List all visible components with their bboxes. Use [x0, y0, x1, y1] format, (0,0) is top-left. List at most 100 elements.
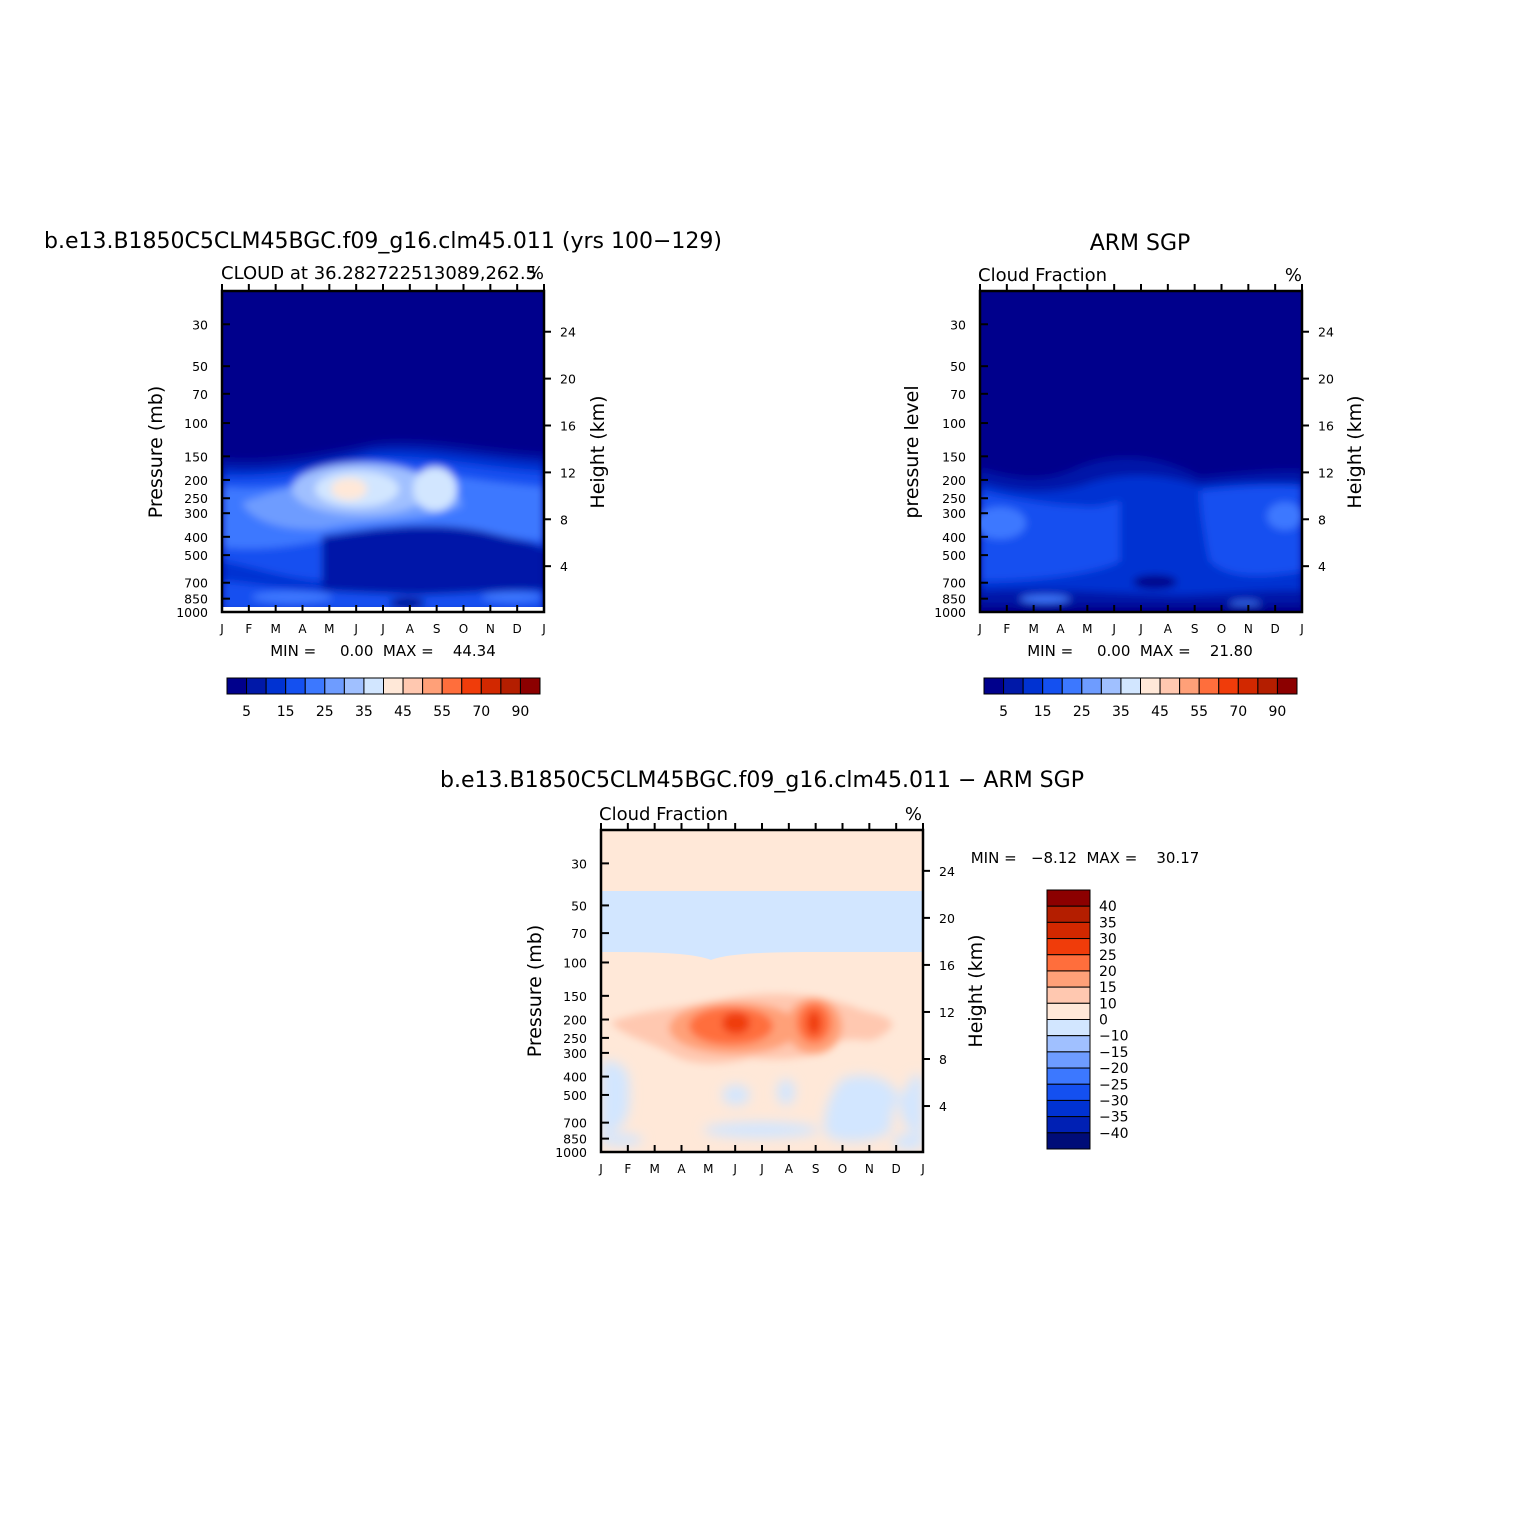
diff-title: b.e13.B1850C5CLM45BGC.f09_g16.clm45.011 … [440, 768, 1084, 793]
obs-midlevel-dark [1120, 494, 1210, 580]
model-surface-patch-2 [482, 592, 542, 602]
y-tick-label: 150 [184, 449, 208, 464]
colorbar-box [285, 677, 306, 695]
y-tick-label: 150 [942, 449, 966, 464]
colorbar-box [983, 677, 1005, 695]
y-tick-label: 850 [184, 592, 208, 607]
model-ylabel-right: Height (km) [587, 395, 609, 508]
colorbar-box [363, 677, 384, 695]
model-surface-dark [389, 598, 425, 608]
colorbar-box [1022, 677, 1044, 695]
y-tick-label: 1000 [934, 605, 966, 620]
y-tick-label: 30 [571, 856, 587, 871]
y-tick-label: 400 [942, 530, 966, 545]
y-tick-label: 1000 [176, 605, 208, 620]
y-tick-label: 70 [571, 926, 587, 941]
y-tick-label: 50 [571, 898, 587, 913]
colorbar-box [1046, 938, 1091, 956]
model-subtitle: CLOUD at 36.282722513089,262.5 [221, 263, 537, 284]
colorbar-box [1046, 921, 1091, 940]
x-tick-label: J [1111, 622, 1116, 636]
x-tick-label: N [486, 622, 495, 636]
y-tick-label: 100 [563, 955, 587, 970]
diff-low-neg-left [601, 1061, 630, 1136]
y-tick-label: 400 [184, 530, 208, 545]
diff-pos-25b [807, 1011, 821, 1035]
y-tick-label-right: 12 [1318, 465, 1334, 480]
colorbar-box [1046, 1002, 1091, 1020]
colorbar-box [324, 677, 345, 695]
colorbar-box [441, 677, 463, 695]
colorbar-box [1046, 1132, 1091, 1150]
x-tick-label: A [1164, 622, 1173, 636]
y-tick-label: 700 [942, 576, 966, 591]
x-tick-label: O [1217, 622, 1226, 636]
colorbar-label: −15 [1099, 1045, 1129, 1061]
x-tick-label: F [1003, 622, 1010, 636]
y-tick-label-right: 16 [1318, 419, 1334, 434]
y-tick-label: 200 [942, 473, 966, 488]
model-minmax: MIN = 0.00 MAX = 44.34 [270, 642, 496, 660]
y-tick-label: 500 [942, 548, 966, 563]
colorbar-box [1046, 1116, 1091, 1134]
obs-surface-patch [1020, 595, 1070, 603]
x-tick-label: J [732, 1162, 737, 1176]
y-tick-label: 300 [184, 506, 208, 521]
x-tick-label: A [677, 1162, 686, 1176]
colorbar-label: 35 [355, 704, 373, 720]
x-tick-label: N [1244, 622, 1253, 636]
model-surface-patch [252, 591, 332, 603]
colorbar-label: 45 [394, 704, 412, 720]
colorbar-box [1237, 677, 1259, 695]
colorbar-box [1042, 677, 1063, 695]
x-tick-label: J [1138, 622, 1143, 636]
colorbar-box [1061, 677, 1083, 695]
x-tick-label: F [245, 622, 252, 636]
y-tick-label: 300 [563, 1046, 587, 1061]
y-tick-label: 500 [184, 548, 208, 563]
model-units: % [527, 263, 544, 284]
y-tick-label: 500 [563, 1088, 587, 1103]
colorbar-box [1120, 677, 1141, 695]
colorbar-label: 55 [1190, 704, 1208, 720]
colorbar-label: 70 [1229, 704, 1247, 720]
y-tick-label-right: 16 [939, 958, 955, 973]
model-title: b.e13.B1850C5CLM45BGC.f09_g16.clm45.011 … [44, 229, 722, 254]
obs-subtitle: Cloud Fraction [978, 265, 1107, 286]
x-tick-label: O [459, 622, 468, 636]
y-tick-label: 30 [192, 317, 208, 332]
colorbar-box [1046, 1067, 1091, 1085]
x-tick-label: D [513, 622, 522, 636]
colorbar-box [1140, 677, 1161, 695]
diff-ylabel: Pressure (mb) [524, 925, 546, 1058]
colorbar-box [1100, 677, 1122, 695]
colorbar-label: −25 [1099, 1077, 1129, 1093]
x-tick-label: A [1056, 622, 1065, 636]
colorbar-box [1046, 1051, 1091, 1069]
x-tick-label: O [838, 1162, 847, 1176]
y-tick-label: 100 [942, 416, 966, 431]
colorbar-label: 90 [1269, 704, 1287, 720]
obs-cloud-layer-3b [1200, 486, 1302, 576]
colorbar-label: −40 [1099, 1126, 1129, 1142]
diff-low-neg-right [824, 1074, 923, 1142]
colorbar-label: 25 [1099, 948, 1117, 964]
y-tick-label: 850 [942, 592, 966, 607]
colorbar-label: −10 [1099, 1029, 1129, 1045]
colorbar-box [480, 677, 502, 695]
colorbar-box [1159, 677, 1181, 695]
x-tick-label: J [920, 1162, 925, 1176]
model-colorbar [226, 677, 541, 695]
y-tick-label-right: 24 [560, 325, 576, 340]
colorbar-label: 15 [277, 704, 295, 720]
colorbar-label: 70 [472, 704, 490, 720]
x-tick-label: J [598, 1162, 603, 1176]
y-tick-label: 70 [192, 387, 208, 402]
colorbar-box [500, 677, 521, 695]
model-cloud-core-9 [331, 478, 367, 500]
colorbar-label: 25 [316, 704, 334, 720]
colorbar-box [265, 677, 287, 695]
